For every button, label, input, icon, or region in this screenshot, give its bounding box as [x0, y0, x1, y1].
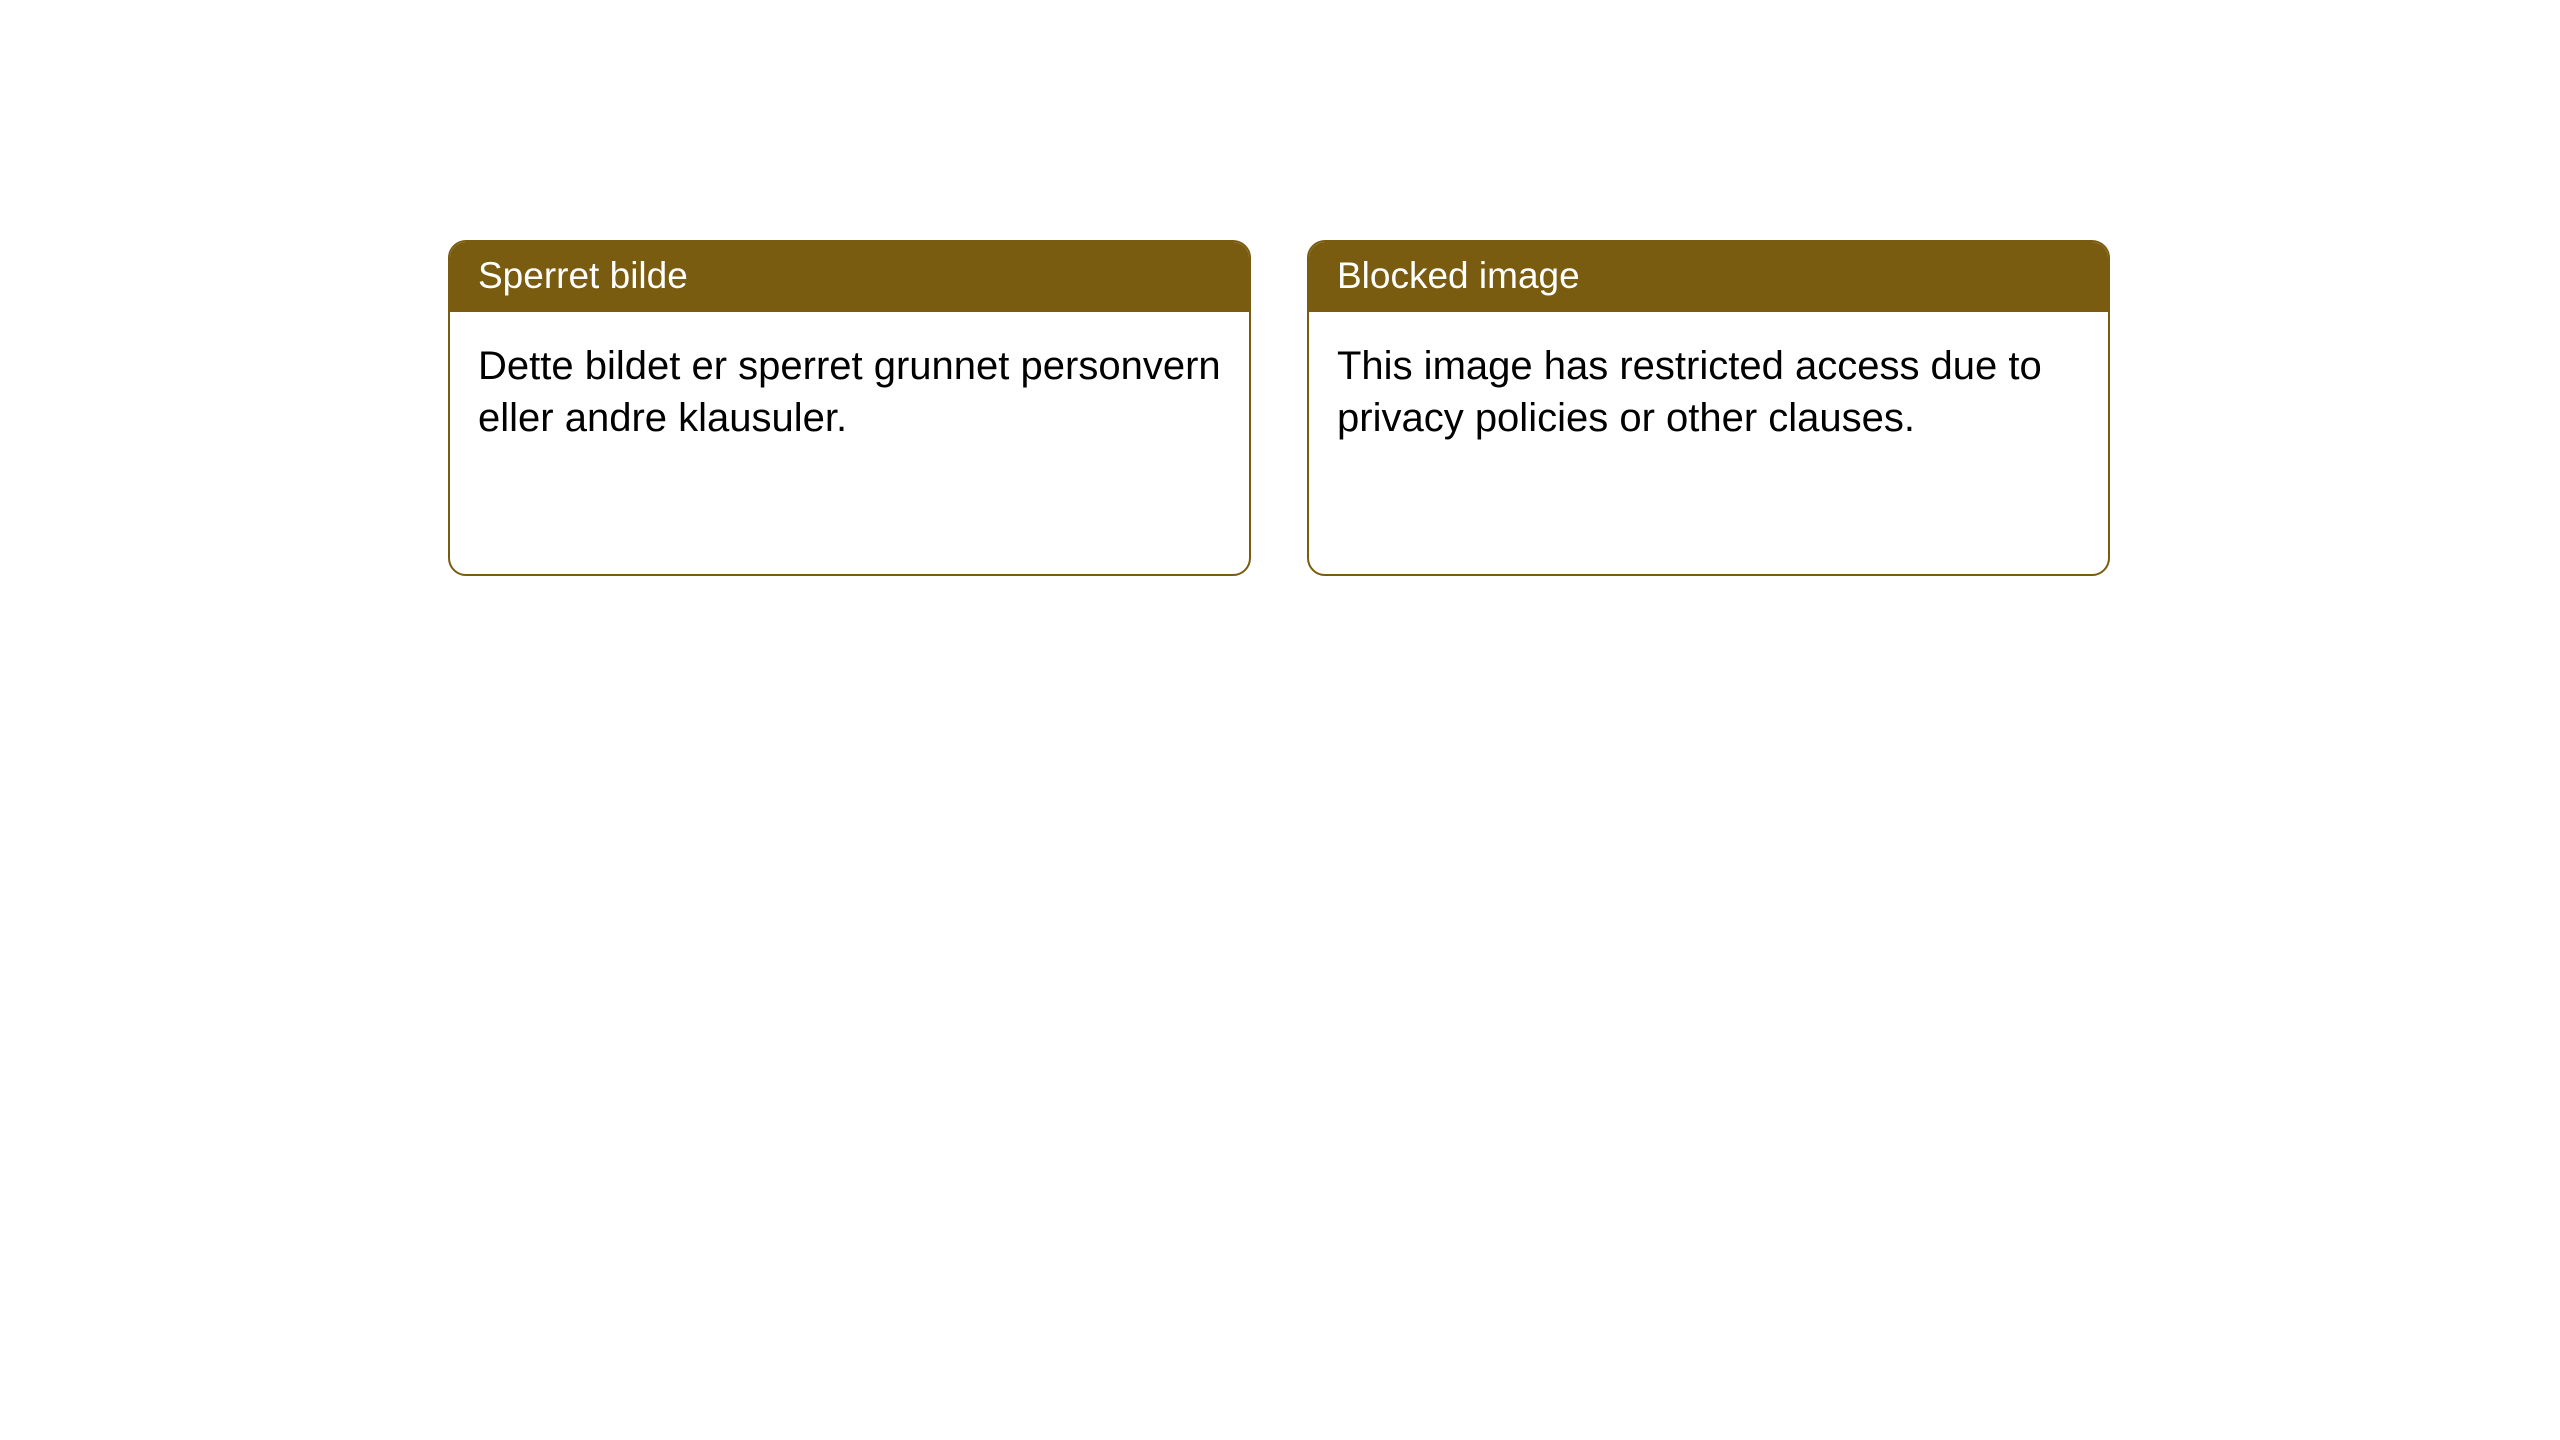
notice-box-english: Blocked image This image has restricted … [1307, 240, 2110, 576]
notice-container: Sperret bilde Dette bildet er sperret gr… [448, 240, 2110, 576]
notice-header-english: Blocked image [1309, 242, 2108, 312]
notice-title-norwegian: Sperret bilde [478, 255, 688, 296]
notice-message-english: This image has restricted access due to … [1337, 344, 2042, 440]
notice-body-norwegian: Dette bildet er sperret grunnet personve… [450, 312, 1249, 472]
notice-body-english: This image has restricted access due to … [1309, 312, 2108, 472]
notice-message-norwegian: Dette bildet er sperret grunnet personve… [478, 344, 1221, 440]
notice-header-norwegian: Sperret bilde [450, 242, 1249, 312]
notice-title-english: Blocked image [1337, 255, 1580, 296]
notice-box-norwegian: Sperret bilde Dette bildet er sperret gr… [448, 240, 1251, 576]
